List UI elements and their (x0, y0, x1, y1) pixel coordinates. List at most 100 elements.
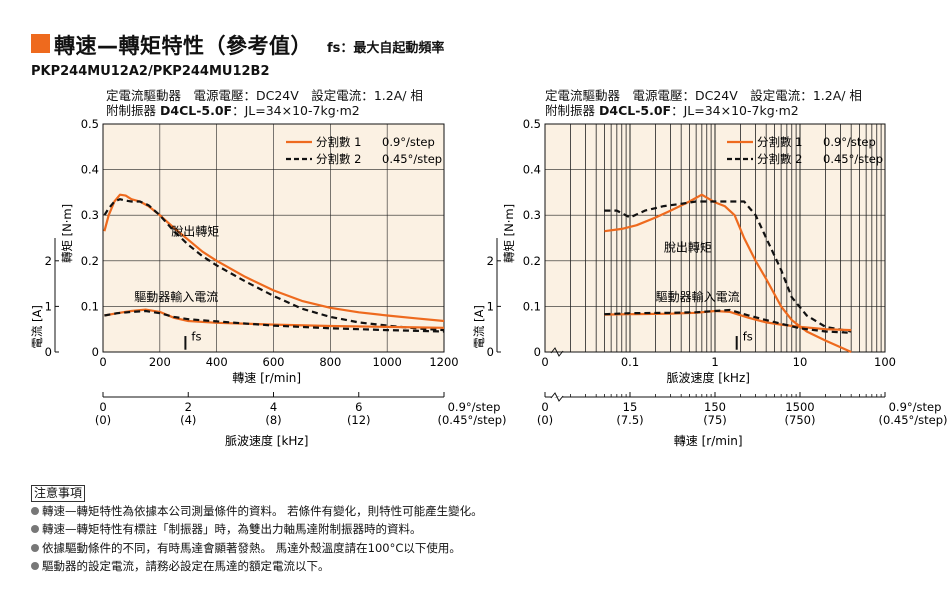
secondary-tick-sub: (4) (180, 413, 196, 427)
y-tick-label: 0.2 (81, 254, 99, 268)
current-tick-label: 1 (487, 299, 494, 313)
legend-step: 0.9°/step (382, 135, 435, 149)
x-tick-label: 400 (206, 355, 228, 369)
series-line-pullout-torque-solid (604, 193, 852, 354)
x-tick-label: 0 (99, 355, 106, 369)
legend-step: 0.9°/step (823, 135, 876, 149)
secondary-tick-sub: (750) (785, 413, 816, 427)
bullet-icon (31, 562, 39, 570)
x-tick-label: 0.1 (621, 355, 639, 369)
note-item: 轉速—轉矩特性為依據本公司測量條件的資料。 若條件有變化，則特性可能產生變化。 (31, 503, 483, 519)
secondary-tick-sub: (7.5) (616, 413, 643, 427)
y-tick-label: 0.4 (523, 163, 541, 177)
secondary-end-label: 0.9°/step (889, 400, 942, 414)
x-axis-label: 轉速 [r/min] (232, 371, 301, 385)
conditions-line-1-right: 定電流驅動器 電源電壓：DC24V 設定電流：1.2A/ 相 (545, 88, 862, 103)
y-tick-label: 0 (534, 345, 541, 359)
bullet-icon (31, 507, 39, 515)
legend-label: 分割數 1 (757, 135, 802, 149)
notes-heading: 注意事項 (31, 485, 86, 502)
legend-label: 分割數 1 (316, 135, 361, 149)
secondary-axis-label: 脈波速度 [kHz] (225, 433, 308, 448)
page-title: 轉速—轉矩特性（參考值） (54, 34, 312, 58)
secondary-tick-sub: (0) (537, 413, 553, 427)
x-tick-label: 1 (711, 355, 718, 369)
current-axis-label: 電流 [A] (472, 305, 486, 349)
conditions-line-2-left: 附制振器 D4CL-5.0F：JL=34×10-7kg·m2 (106, 103, 360, 118)
secondary-tick-label: 15 (623, 400, 638, 414)
secondary-tick-label: 1500 (785, 400, 814, 414)
x-tick-label: 0 (541, 355, 548, 369)
axis-break-icon (550, 392, 564, 402)
secondary-tick-sub: (75) (703, 413, 727, 427)
y-axis-label: 轉矩 [N·m] (60, 204, 74, 263)
annotation-driver-current: 驅動器輸入電流 (656, 289, 740, 304)
annotation-pullout-torque: 脫出轉矩 (171, 224, 219, 239)
legend-label: 分割數 2 (316, 152, 361, 166)
plot-frame (544, 123, 886, 353)
legend-step: 0.45°/step (823, 152, 883, 166)
current-tick-label: 0 (45, 345, 52, 359)
axis-break-icon (550, 347, 564, 357)
series-line-driver-input-current-dashed (604, 308, 852, 334)
series-line-driver-input-current-solid (604, 309, 852, 332)
secondary-tick-label: 6 (355, 400, 362, 414)
note-item: 依據驅動條件的不同，有時馬達會顯著發熱。 馬達外殼溫度請在100°C以下使用。 (31, 540, 461, 556)
x-tick-label: 200 (149, 355, 171, 369)
y-tick-label: 0 (92, 345, 99, 359)
y-tick-label: 0.2 (523, 254, 541, 268)
secondary-tick-sub: (0) (95, 413, 111, 427)
x-tick-label: 10 (793, 355, 808, 369)
secondary-tick-label: 4 (270, 400, 277, 414)
legend-step: 0.45°/step (382, 152, 442, 166)
note-item: 驅動器的設定電流，請務必設定在馬達的額定電流以下。 (31, 558, 330, 574)
model-number: PKP244MU12A2/PKP244MU12B2 (31, 64, 270, 79)
x-tick-label: 1000 (373, 355, 402, 369)
conditions-line-1-left: 定電流驅動器 電源電壓：DC24V 設定電流：1.2A/ 相 (106, 88, 423, 103)
series-line-pullout-torque-dashed (103, 198, 445, 332)
legend-label: 分割數 2 (757, 152, 802, 166)
x-tick-label: 600 (263, 355, 285, 369)
bullet-icon (31, 525, 39, 533)
fs-definition: fs：最大自起動頻率 (327, 41, 445, 56)
secondary-tick-sub: (8) (265, 413, 281, 427)
y-tick-label: 0.5 (523, 117, 541, 131)
current-tick-label: 1 (45, 299, 52, 313)
x-tick-label: 100 (874, 355, 896, 369)
secondary-axis-label: 轉速 [r/min] (674, 434, 743, 448)
bullet-icon (31, 544, 39, 552)
x-tick-label: 800 (319, 355, 341, 369)
x-axis-label: 脈波速度 [kHz] (666, 370, 749, 385)
annotation-pullout-torque: 脫出轉矩 (664, 240, 712, 255)
secondary-end-label: 0.9°/step (448, 400, 501, 414)
fs-label: fs (191, 330, 201, 344)
y-tick-label: 0.1 (81, 299, 99, 313)
y-tick-label: 0.1 (523, 299, 541, 313)
title-marker (31, 34, 50, 53)
series-line-driver-input-current-dashed (104, 309, 445, 333)
y-axis-label: 轉矩 [N·m] (502, 204, 516, 263)
current-axis-label: 電流 [A] (30, 305, 44, 349)
plot-frame (102, 123, 445, 353)
y-tick-label: 0.3 (81, 208, 99, 222)
y-tick-label: 0.5 (81, 117, 99, 131)
secondary-end-sub: (0.45°/step) (878, 413, 947, 427)
secondary-end-sub: (0.45°/step) (437, 413, 506, 427)
x-tick-label: 1200 (429, 355, 458, 369)
current-tick-label: 2 (487, 254, 494, 268)
fs-label: fs (743, 330, 753, 344)
current-tick-label: 0 (487, 345, 494, 359)
current-tick-label: 2 (45, 254, 52, 268)
y-tick-label: 0.4 (81, 163, 99, 177)
secondary-tick-label: 150 (704, 400, 726, 414)
secondary-tick-label: 2 (185, 400, 192, 414)
annotation-driver-current: 驅動器輸入電流 (134, 289, 218, 304)
secondary-tick-sub: (12) (347, 413, 371, 427)
secondary-tick-label: 0 (541, 400, 548, 414)
note-item: 轉速—轉矩特性有標註「制振器」時，為雙出力軸馬達附制振器時的資料。 (31, 521, 422, 537)
conditions-line-2-right: 附制振器 D4CL-5.0F：JL=34×10-7kg·m2 (545, 103, 799, 118)
secondary-tick-label: 0 (99, 400, 106, 414)
